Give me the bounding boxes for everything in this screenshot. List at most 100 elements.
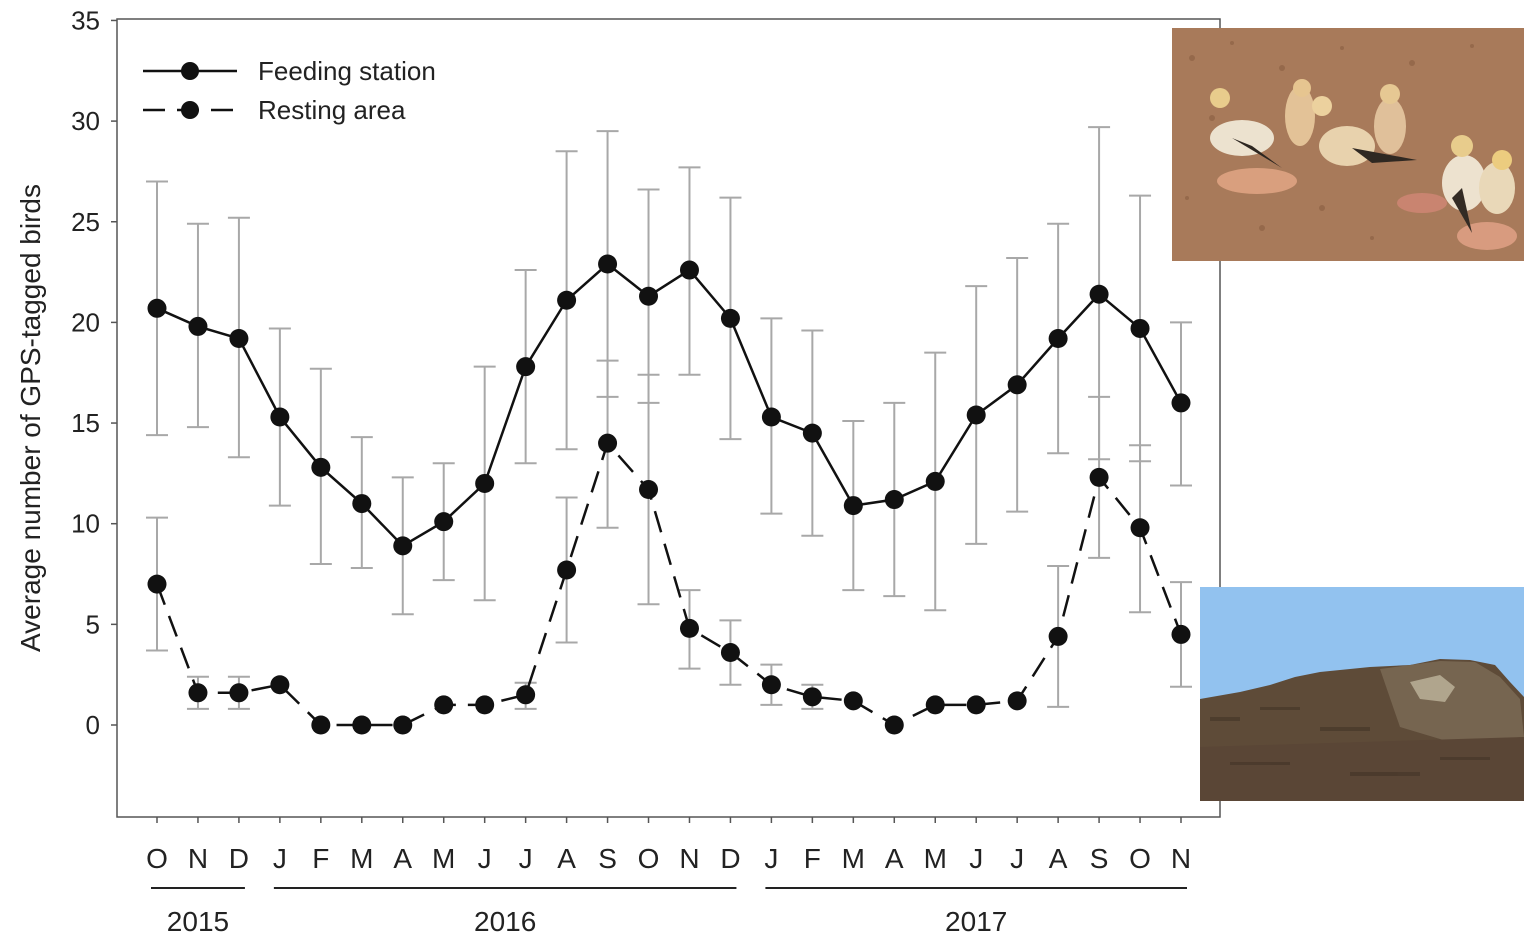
data-point [1007,691,1027,711]
error-bars [146,126,1192,710]
year-label: 2017 [945,906,1007,937]
data-point [1089,284,1109,304]
x-tick-label: J [969,843,983,874]
year-label: 2016 [474,906,536,937]
x-tick-label: S [1090,843,1109,874]
data-point [720,308,740,328]
y-axis-title: Average number of GPS-tagged birds [15,184,46,652]
data-point [229,683,249,703]
plot-frame [116,18,1221,818]
series-line [156,262,1183,548]
series-lines [155,262,1183,727]
x-tick-label: M [432,843,455,874]
data-point [639,479,659,499]
x-tick-label: F [312,843,329,874]
y-tick-label: 20 [71,307,100,337]
x-tick-label: O [146,843,168,874]
data-point [557,290,577,310]
x-tick-label: J [519,843,533,874]
x-tick-label: F [804,843,821,874]
data-point [884,715,904,735]
data-point [352,715,372,735]
data-point [147,574,167,594]
x-tick-label: M [842,843,865,874]
y-tick-label: 0 [86,710,100,740]
data-point [147,298,167,318]
x-tick-label: A [557,843,576,874]
x-tick-label: J [273,843,287,874]
x-tick-label: J [1010,843,1024,874]
data-point [1130,518,1150,538]
data-point [843,691,863,711]
data-point [679,618,699,638]
x-tick-label: N [679,843,699,874]
y-tick-label: 35 [71,5,100,35]
data-point [843,496,863,516]
x-tick-label: S [598,843,617,874]
year-groups: 2015 2016 2017 [151,887,1187,937]
legend: Feeding station Resting area [143,56,436,125]
y-tick-label: 10 [71,509,100,539]
data-point [966,695,986,715]
x-tick-label: A [1049,843,1068,874]
year-label: 2015 [167,906,229,937]
x-tick-label: O [1129,843,1151,874]
x-tick-label: N [188,843,208,874]
data-point [761,675,781,695]
data-point [1048,329,1068,349]
x-tick-label: A [393,843,412,874]
legend-label-resting: Resting area [258,95,406,125]
data-point [1089,467,1109,487]
legend-label-feeding: Feeding station [258,56,436,86]
y-tick-label: 30 [71,106,100,136]
data-point [925,471,945,491]
data-point [598,254,618,274]
data-point [393,715,413,735]
data-point [1171,393,1191,413]
data-point [270,675,290,695]
x-tick-label: J [478,843,492,874]
x-tick-label: A [885,843,904,874]
y-tick-label: 15 [71,408,100,438]
data-point [884,490,904,510]
x-tick-label: J [764,843,778,874]
data-point [516,357,536,377]
legend-marker-resting [181,101,199,119]
data-point [679,260,699,280]
data-point [720,643,740,663]
data-point [516,685,536,705]
data-point [229,329,249,349]
data-point [966,405,986,425]
x-tick-label: O [638,843,660,874]
legend-marker-feeding [181,62,199,80]
x-tick-label: D [720,843,740,874]
data-point [434,512,454,532]
x-tick-label: M [924,843,947,874]
data-point [311,457,331,477]
y-tick-label: 5 [86,609,100,639]
data-point [598,433,618,453]
data-point [761,407,781,427]
data-point [352,494,372,514]
x-tick-label: D [229,843,249,874]
data-point [434,695,454,715]
data-point [311,715,331,735]
data-point [188,683,208,703]
data-point [1130,318,1150,338]
y-tick-label: 25 [71,207,100,237]
data-point [925,695,945,715]
x-tick-label: M [350,843,373,874]
data-point [1171,624,1191,644]
data-point [475,473,495,493]
data-point [393,536,413,556]
series-line [155,440,1183,727]
data-point [1007,375,1027,395]
x-tick-label: N [1171,843,1191,874]
data-point [639,286,659,306]
data-point [188,316,208,336]
data-point [557,560,577,580]
data-point [270,407,290,427]
data-point [475,695,495,715]
